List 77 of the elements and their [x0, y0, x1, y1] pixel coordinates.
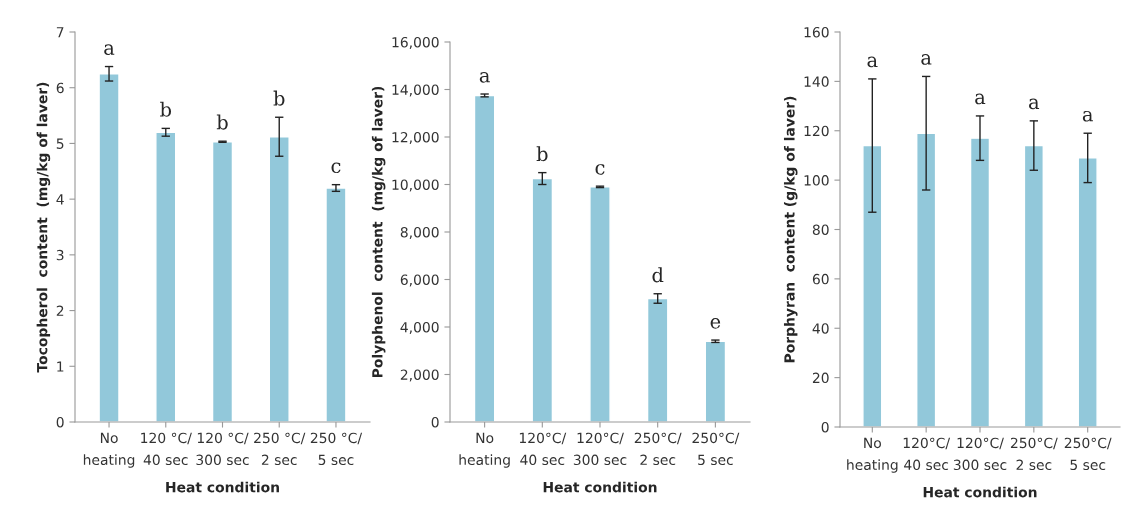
bar — [1023, 144, 1044, 427]
y-tick-label: 1 — [57, 361, 64, 372]
bar — [862, 144, 883, 427]
y-tick-label: 0 — [56, 416, 64, 428]
x-tick-label: 250°C/ 5 sec — [1064, 437, 1112, 471]
annotation: c — [331, 162, 341, 174]
bar — [916, 132, 937, 427]
bar — [969, 137, 991, 427]
y-tick-label: 12,000 — [392, 131, 439, 144]
y-axis-title: Tocopherol content (mg/kg of laver) — [36, 82, 51, 373]
y-tick-label: 20 — [812, 372, 829, 384]
y-tick-label: 160 — [804, 26, 829, 38]
annotation: b — [273, 90, 285, 106]
x-tick-label: 120°C/ 40 sec — [519, 432, 567, 466]
y-tick-label: 0 — [821, 421, 829, 433]
annotation: a — [975, 93, 986, 105]
y-tick-label: 120 — [804, 125, 829, 137]
x-tick-label: 250°C/ 2 sec — [634, 432, 682, 466]
x-tick-label: 250 °C/ 5 sec — [310, 432, 363, 466]
x-tick-label: 120°C/ 40 sec — [903, 437, 951, 471]
y-tick-label: 6,000 — [400, 274, 439, 287]
y-tick-label: 80 — [812, 224, 829, 235]
y-tick-label: 100 — [804, 175, 829, 186]
annotation: b — [216, 114, 228, 130]
x-tick-label: 250°C/ 5 sec — [692, 432, 740, 466]
bar — [531, 177, 554, 422]
bar — [473, 94, 496, 422]
y-tick-label: 60 — [812, 273, 829, 285]
bar — [155, 131, 177, 422]
y-axis-title: Polyphenol content (mg/kg of laver) — [371, 86, 386, 378]
y-tick-label: 10,000 — [392, 179, 439, 192]
x-axis-title: Heat condition — [543, 481, 657, 493]
bar — [98, 73, 120, 422]
annotation: a — [1029, 98, 1040, 110]
y-tick-label: 4,000 — [400, 321, 439, 334]
annotation: d — [652, 267, 664, 283]
bar — [268, 136, 290, 422]
annotation: a — [479, 72, 490, 83]
annotation: a — [867, 56, 878, 68]
bar — [589, 186, 611, 422]
annotation: c — [595, 164, 605, 175]
x-tick-label: No heating — [83, 432, 135, 468]
y-tick-label: 2 — [56, 305, 64, 316]
x-tick-label: 120 °C/ 300 sec — [196, 432, 249, 466]
y-tick-label: 7 — [56, 27, 64, 38]
bar — [646, 297, 669, 422]
x-tick-label: 120 °C/ 40 sec — [141, 432, 192, 466]
y-tick-label: 0 — [431, 416, 439, 428]
annotation: e — [710, 318, 721, 329]
x-tick-label: 250°C/ 2 sec — [1010, 437, 1058, 471]
y-axis-title: Porphyran content (g/kg of laver) — [783, 96, 798, 363]
x-tick-label: 120°C/ 300 sec — [953, 437, 1007, 471]
x-tick-label: 250 °C/ 2 sec — [254, 432, 306, 466]
y-tick-label: 14,000 — [392, 84, 439, 97]
y-tick-label: 16,000 — [392, 36, 439, 49]
bar — [325, 187, 347, 422]
x-tick-label: 120°C/ 300 sec — [573, 432, 627, 466]
y-tick-label: 8,000 — [400, 226, 439, 239]
annotation: b — [160, 101, 172, 117]
y-tick-label: 6 — [56, 82, 64, 94]
annotation: a — [1082, 110, 1093, 122]
annotation: b — [536, 146, 548, 162]
y-tick-label: 40 — [812, 323, 829, 334]
bar — [1077, 157, 1098, 427]
y-tick-label: 3 — [56, 249, 64, 261]
y-tick-label: 5 — [56, 138, 64, 149]
bar — [211, 141, 234, 422]
x-axis-title: Heat condition — [166, 481, 279, 493]
y-tick-label: 4 — [56, 194, 64, 205]
annotation: a — [104, 44, 115, 55]
x-tick-label: No heating — [459, 432, 510, 468]
y-tick-label: 2,000 — [400, 369, 439, 382]
x-axis-title: Heat condition — [923, 486, 1037, 498]
x-tick-label: No heating — [847, 437, 898, 473]
bar — [704, 340, 727, 422]
y-tick-label: 140 — [804, 76, 829, 87]
annotation: a — [921, 54, 932, 65]
